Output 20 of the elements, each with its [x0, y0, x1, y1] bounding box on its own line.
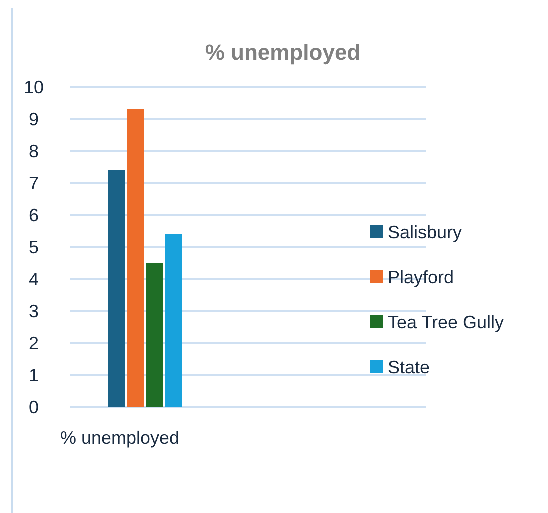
legend-label: State [388, 357, 430, 378]
legend-label: Salisbury [388, 222, 462, 242]
y-tick-label: 2 [28, 333, 40, 354]
y-tick-label: 0 [28, 397, 40, 418]
y-tick-label: 4 [28, 269, 40, 290]
y-tick-label: 1 [28, 365, 40, 386]
bar [127, 109, 144, 407]
y-tick-label: 7 [28, 173, 40, 194]
legend-label: Tea Tree Gully [388, 312, 504, 332]
y-tick-label: 5 [28, 237, 40, 258]
y-tick-label: 3 [28, 301, 40, 322]
y-tick-label: 8 [28, 141, 40, 162]
bar [146, 263, 163, 407]
text: % unemployed [205, 40, 361, 65]
y-tick-label: 6 [28, 205, 40, 226]
y-tick-label: 10 [24, 77, 44, 98]
bar [165, 234, 182, 407]
legend-label: Playford [388, 267, 454, 288]
y-tick-label: 9 [28, 109, 40, 130]
bar [108, 170, 125, 407]
